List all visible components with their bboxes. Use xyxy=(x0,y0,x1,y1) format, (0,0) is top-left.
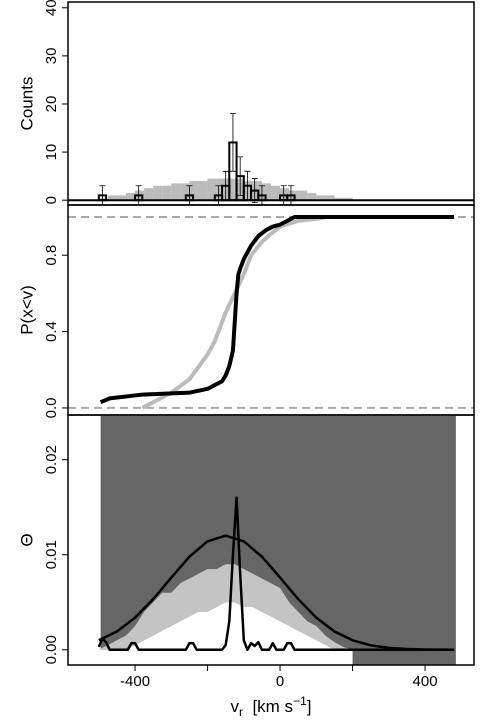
x-axis-label-part: ] xyxy=(307,697,312,716)
error-bar xyxy=(251,178,258,203)
error-bar xyxy=(280,185,287,205)
histogram-bar xyxy=(180,183,190,201)
line xyxy=(141,215,328,410)
panel-frame xyxy=(67,1,475,206)
x-axis-label-part: v xyxy=(231,697,240,716)
panel xyxy=(68,215,474,410)
histogram-bar xyxy=(325,195,335,201)
histogram-bar xyxy=(126,192,136,201)
y-axis-label: Counts xyxy=(17,77,36,131)
error-bar xyxy=(258,185,265,205)
band xyxy=(98,564,353,650)
histogram-bar xyxy=(280,188,290,201)
y-tick-label: 10 xyxy=(43,144,60,161)
y-tick-label: 0.8 xyxy=(43,245,60,266)
y-axis-label: P(x<v) xyxy=(17,285,36,335)
line xyxy=(97,496,455,652)
error-bar xyxy=(237,156,244,196)
line xyxy=(99,215,455,405)
y-tick-label: 30 xyxy=(43,48,60,65)
histogram-bar xyxy=(144,188,154,201)
error-bar xyxy=(215,185,222,205)
y-tick-label: 0.0 xyxy=(43,398,60,419)
histogram-bar xyxy=(153,185,163,201)
histogram-bar xyxy=(298,190,308,201)
y-tick-label: 0.4 xyxy=(43,321,60,342)
y-tick-label: 0.00 xyxy=(43,635,60,664)
histogram-bar xyxy=(116,195,126,201)
x-axis-label-part: −1 xyxy=(293,694,307,708)
x-tick-label: -400 xyxy=(120,673,150,690)
x-axis-label-part: [km s xyxy=(243,697,293,716)
x-tick-label: 0 xyxy=(276,673,284,690)
panel xyxy=(97,415,456,665)
y-tick-label: 40 xyxy=(43,0,60,16)
panel xyxy=(68,113,474,205)
histogram-bar xyxy=(271,185,281,201)
histogram-bar xyxy=(243,180,253,201)
histogram-bar xyxy=(234,178,244,201)
histogram-bar xyxy=(198,180,208,201)
y-tick-label: 0.01 xyxy=(43,540,60,569)
histogram-bar xyxy=(343,197,353,201)
error-bar xyxy=(99,185,106,205)
error-bar xyxy=(229,113,236,172)
error-bar xyxy=(186,185,193,205)
y-tick-label: 0 xyxy=(43,196,60,204)
y-tick-label: 20 xyxy=(43,96,60,113)
histogram-bar xyxy=(162,185,172,201)
error-bar xyxy=(135,185,142,205)
histogram-bar xyxy=(316,195,326,201)
histogram-bar xyxy=(261,183,271,201)
y-tick-label: 0.02 xyxy=(43,445,60,474)
y-axis-label: Θ xyxy=(17,533,36,546)
x-axis-label: vr [km s−1] xyxy=(231,694,312,719)
panel-frame xyxy=(67,414,475,666)
x-axis-label-part: r xyxy=(239,705,243,719)
line xyxy=(98,534,455,651)
histogram-bar xyxy=(171,183,181,201)
histogram-bar xyxy=(189,180,199,201)
histogram-bar xyxy=(334,197,344,201)
histogram-bar xyxy=(207,178,217,201)
x-tick-label: 400 xyxy=(413,673,438,690)
histogram-bar xyxy=(307,192,317,201)
histogram-bar xyxy=(107,195,117,201)
error-bar xyxy=(287,185,294,205)
histogram-bar xyxy=(98,197,108,201)
